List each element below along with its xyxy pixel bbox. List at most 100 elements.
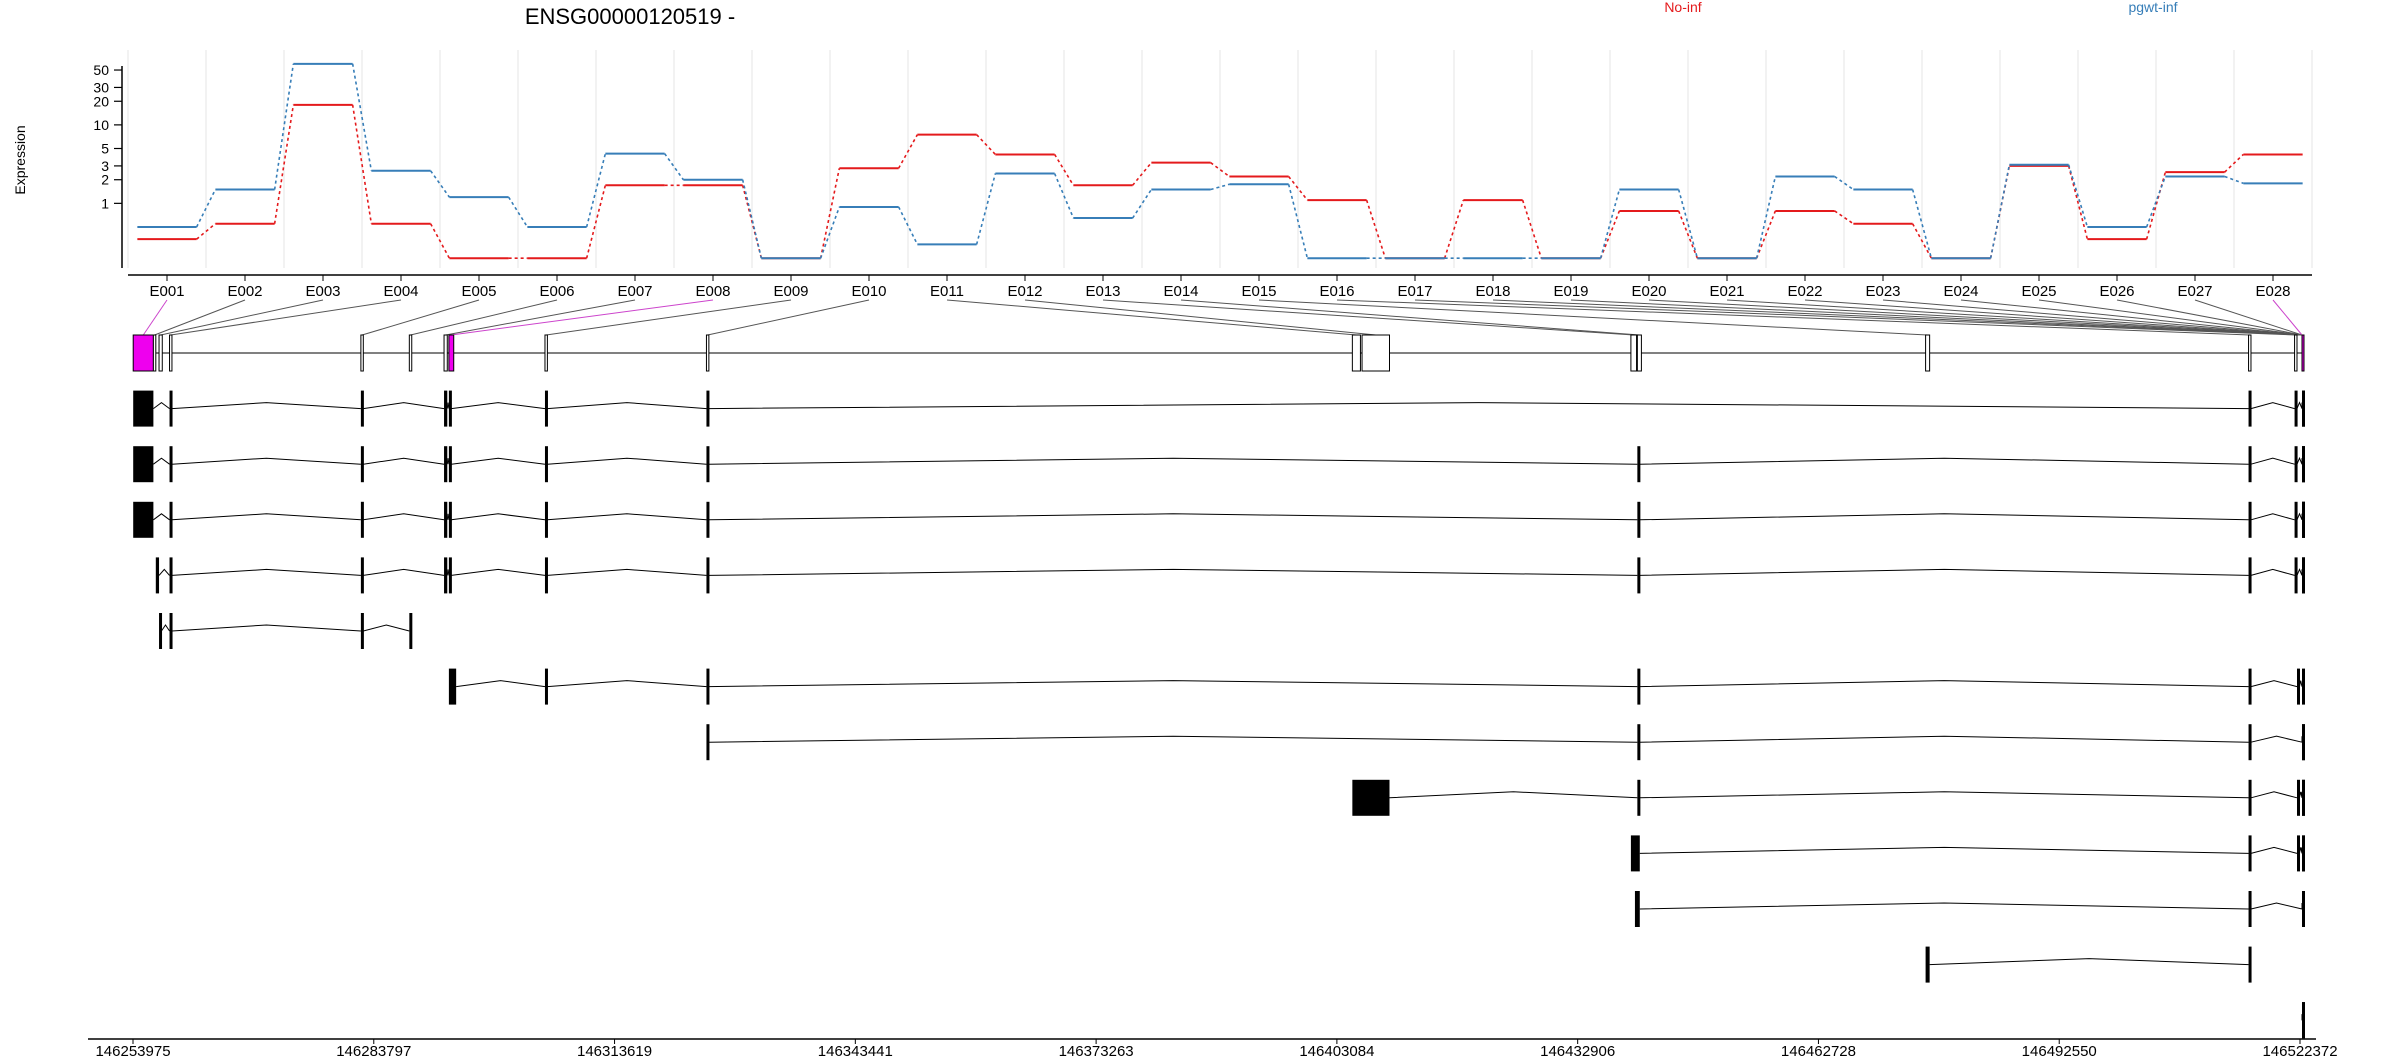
intron-line <box>153 457 170 465</box>
gene-model <box>132 334 2305 1039</box>
intron-line <box>547 402 707 410</box>
series-connector <box>975 173 997 245</box>
exon-connector <box>1882 299 2303 336</box>
x-tick-label: E019 <box>1553 283 1588 300</box>
transcript-exon <box>2294 501 2298 538</box>
x-tick-label: E001 <box>149 283 184 300</box>
series-connector <box>2067 164 2089 228</box>
exon-connector <box>1258 299 1928 336</box>
series-connector <box>195 189 217 228</box>
series-connector <box>976 134 996 155</box>
intron-line <box>451 457 546 465</box>
transcript-row <box>2301 1002 2305 1039</box>
transcript-exon <box>169 390 173 427</box>
transcript-row <box>133 501 2305 538</box>
transcript-row <box>1352 779 2305 816</box>
intron-line <box>547 680 707 688</box>
flattened-exon <box>158 334 163 372</box>
exon-connector <box>2272 299 2303 336</box>
series-connector <box>1755 210 1777 259</box>
flattened-exon-row <box>132 334 2305 372</box>
series-connector <box>1287 184 1309 259</box>
intron-line <box>2250 846 2298 854</box>
intron-line <box>171 402 361 410</box>
intron-line <box>158 568 170 576</box>
transcript-exon <box>444 557 448 594</box>
coordinate-tick-label: 146492550 <box>2022 1043 2097 1060</box>
intron-line <box>161 624 170 632</box>
transcript-exon <box>444 446 448 483</box>
flattened-exon <box>169 334 173 372</box>
x-tick-label: E023 <box>1865 283 1900 300</box>
exon-connector <box>2116 299 2303 336</box>
transcript-exon <box>169 501 173 538</box>
transcript-exon <box>1637 557 1641 594</box>
exon-connector <box>1180 299 1640 336</box>
exon-connector <box>707 299 870 336</box>
y-tick-label: 1 <box>101 195 109 211</box>
x-tick-label: E003 <box>305 283 340 300</box>
intron-line <box>2250 680 2298 688</box>
x-tick-label: E015 <box>1241 283 1276 300</box>
exon-connector <box>451 299 714 336</box>
transcript-exon <box>706 446 710 483</box>
intron-line <box>2250 735 2303 743</box>
series-connector <box>1365 199 1387 259</box>
x-tick-label: E014 <box>1163 283 1198 300</box>
series-connector <box>1443 199 1465 259</box>
transcript-exon <box>706 501 710 538</box>
transcript-exon <box>448 668 457 705</box>
series-connector <box>1911 223 1933 259</box>
intron-line <box>171 457 361 465</box>
transcript-exon <box>1352 779 1390 816</box>
exon-connector <box>1024 299 1376 336</box>
x-tick-label: E028 <box>2255 283 2290 300</box>
transcript-exon <box>544 446 548 483</box>
transcript-exon <box>2302 779 2305 816</box>
transcript-exon <box>409 613 413 649</box>
flattened-exon <box>2248 334 2252 372</box>
transcript-exon <box>2302 390 2305 427</box>
intron-line <box>446 513 450 520</box>
transcript-exon <box>2294 557 2298 594</box>
transcript-exon <box>2302 557 2305 594</box>
y-tick-label: 20 <box>93 93 109 109</box>
exon-connector <box>1414 299 2296 336</box>
y-tick-label: 10 <box>93 117 109 133</box>
transcript-exon <box>133 446 154 483</box>
series-connector <box>1834 175 1854 191</box>
intron-line <box>2296 401 2303 409</box>
exon-connectors <box>142 299 2303 336</box>
transcript-exon <box>1637 501 1641 538</box>
transcript-row <box>159 613 413 649</box>
coordinate-tick-label: 146462728 <box>1781 1043 1856 1060</box>
series-connector <box>897 206 919 245</box>
flattened-exon <box>1361 334 1390 372</box>
intron-line <box>547 568 707 576</box>
intron-line <box>451 568 546 576</box>
series-connector <box>663 153 685 181</box>
intron-line <box>708 568 1638 576</box>
flattened-exon <box>1630 334 1638 372</box>
intron-line <box>1639 457 2249 465</box>
series-connector <box>1053 154 1075 186</box>
intron-line <box>1639 513 2249 521</box>
exon-connector <box>170 299 402 336</box>
intron-line <box>1929 958 2249 966</box>
transcript-exon <box>360 613 364 649</box>
exon-connector <box>142 299 168 336</box>
x-tick-label: E025 <box>2021 283 2056 300</box>
y-tick-label: 50 <box>93 62 109 78</box>
series-connector <box>1677 210 1699 259</box>
transcript-exon <box>2302 835 2305 872</box>
x-tick-label: E020 <box>1631 283 1666 300</box>
transcript-exon <box>133 390 154 427</box>
transcript-exon <box>169 613 173 649</box>
series-connector <box>1210 162 1230 178</box>
y-axis-label: Expression <box>12 125 28 194</box>
series-connector <box>2145 176 2167 228</box>
transcript-exon <box>1637 446 1641 483</box>
flattened-exon <box>443 334 448 372</box>
exon-connector <box>1102 299 1634 336</box>
